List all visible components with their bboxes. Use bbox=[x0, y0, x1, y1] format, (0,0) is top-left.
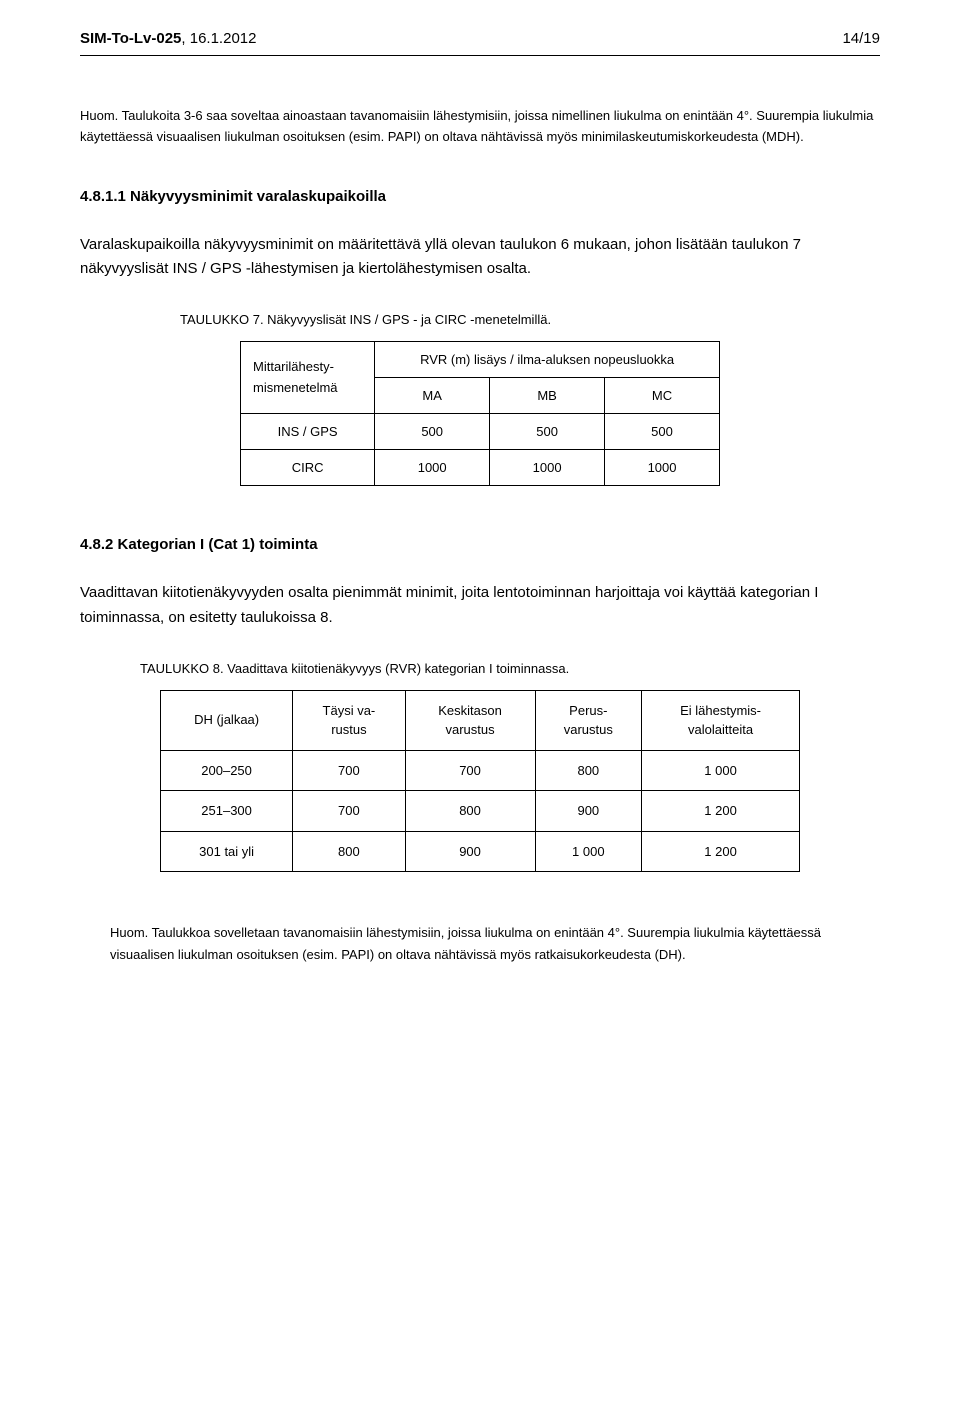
t8-h4: Perus-varustus bbox=[535, 690, 642, 750]
table-8-caption: TAULUKKO 8. Vaadittava kiitotienäkyvyys … bbox=[80, 661, 880, 676]
page-header: SIM-To-Lv-025, 16.1.2012 14/19 bbox=[80, 30, 880, 55]
table-row: CIRC 1000 1000 1000 bbox=[241, 450, 720, 486]
t8-h2: Täysi va-rustus bbox=[293, 690, 405, 750]
t8-h3: Keskitasonvarustus bbox=[405, 690, 535, 750]
doc-date: , 16.1.2012 bbox=[181, 30, 256, 47]
document-page: SIM-To-Lv-025, 16.1.2012 14/19 Huom. Tau… bbox=[0, 0, 960, 1038]
t7-hdr-rvr: RVR (m) lisäys / ilma-aluksen nopeusluok… bbox=[375, 342, 720, 378]
table-8: DH (jalkaa) Täysi va-rustus Keskitasonva… bbox=[160, 690, 800, 873]
section-4-8-2-heading: 4.8.2 Kategorian I (Cat 1) toiminta bbox=[80, 536, 880, 553]
note-1: Huom. Taulukoita 3-6 saa soveltaa ainoas… bbox=[80, 106, 880, 148]
note-2: Huom. Taulukkoa sovelletaan tavanomaisii… bbox=[80, 922, 880, 965]
table-row: 251–300 700 800 900 1 200 bbox=[161, 791, 800, 832]
t8-h5: Ei lähestymis-valolaitteita bbox=[642, 690, 800, 750]
page-number: 14/19 bbox=[842, 30, 880, 47]
section-4-8-1-1-body: Varalaskupaikoilla näkyvyysminimit on mä… bbox=[80, 233, 880, 283]
t8-h1: DH (jalkaa) bbox=[161, 690, 293, 750]
table-row: 301 tai yli 800 900 1 000 1 200 bbox=[161, 831, 800, 872]
t7-col-mc: MC bbox=[605, 378, 720, 414]
section-4-8-2-body: Vaadittavan kiitotienäkyvyyden osalta pi… bbox=[80, 581, 880, 631]
t7-col-mb: MB bbox=[490, 378, 605, 414]
table-7-caption: TAULUKKO 7. Näkyvyyslisät INS / GPS - ja… bbox=[80, 312, 880, 327]
doc-id: SIM-To-Lv-025, 16.1.2012 bbox=[80, 30, 256, 47]
header-rule bbox=[80, 55, 880, 56]
table-7: Mittarilähesty- mismenetelmä RVR (m) lis… bbox=[240, 341, 720, 486]
t7-col-ma: MA bbox=[375, 378, 490, 414]
table-row: 200–250 700 700 800 1 000 bbox=[161, 750, 800, 791]
table-row: INS / GPS 500 500 500 bbox=[241, 414, 720, 450]
section-4-8-1-1-heading: 4.8.1.1 Näkyvyysminimit varalaskupaikoil… bbox=[80, 188, 880, 205]
t7-hdr-method: Mittarilähesty- mismenetelmä bbox=[241, 342, 375, 414]
doc-id-bold: SIM-To-Lv-025 bbox=[80, 30, 181, 47]
